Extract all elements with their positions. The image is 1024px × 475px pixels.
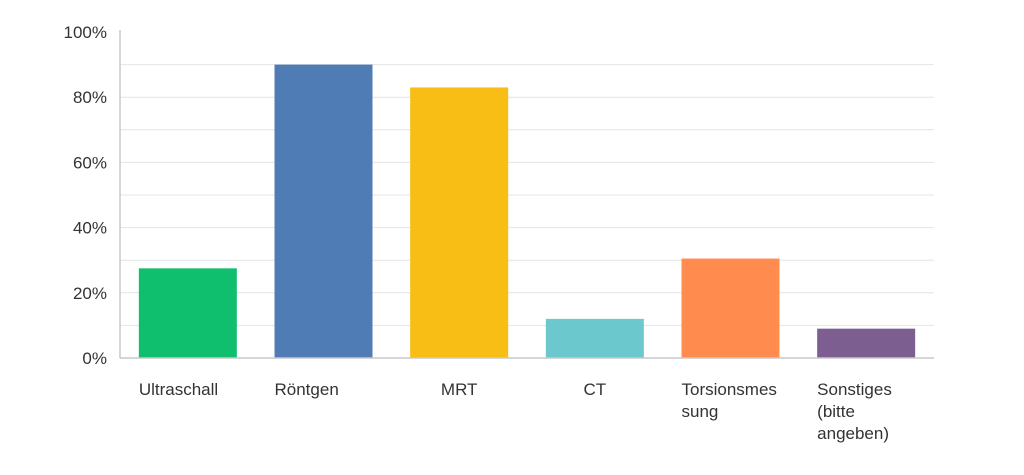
x-category-label-line: Sonstiges: [817, 380, 892, 399]
x-category-label: CT: [583, 380, 606, 399]
x-category-label-line: sung: [682, 402, 719, 421]
bar: [681, 258, 780, 358]
y-tick-label: 40%: [73, 219, 107, 238]
y-tick-label: 20%: [73, 284, 107, 303]
x-category-label: Sonstiges (bitte angeben): [817, 380, 892, 443]
x-category-label-line: CT: [583, 380, 606, 399]
bar: [410, 87, 509, 359]
x-category-label-line: angeben): [817, 424, 889, 443]
bar: [545, 318, 644, 358]
axis-layer: [119, 30, 934, 359]
x-category-label: Röntgen: [275, 380, 339, 399]
bar: [817, 328, 916, 358]
x-category-label-line: Röntgen: [275, 380, 339, 399]
x-category-label: MRT: [441, 380, 478, 399]
y-tick-label: 0%: [82, 349, 107, 368]
bar-layer: [138, 64, 916, 359]
x-category-label-line: Torsionsmes: [682, 380, 777, 399]
grid-layer: [120, 64, 934, 326]
x-category-labels: Ultraschall Röntgen MRT CT Torsionsmes sung So…: [139, 380, 892, 443]
y-tick-label: 80%: [73, 88, 107, 107]
x-category-label: Torsionsmes sung: [682, 380, 777, 421]
bar: [138, 268, 237, 358]
y-tick-labels: 0% 20% 40% 60% 80% 100%: [64, 23, 107, 368]
x-category-label-line: Ultraschall: [139, 380, 218, 399]
x-category-label-line: MRT: [441, 380, 478, 399]
y-tick-label: 100%: [64, 23, 107, 42]
y-tick-label: 60%: [73, 153, 107, 172]
x-category-label-line: (bitte: [817, 402, 855, 421]
x-category-label: Ultraschall: [139, 380, 218, 399]
bar: [274, 64, 373, 358]
